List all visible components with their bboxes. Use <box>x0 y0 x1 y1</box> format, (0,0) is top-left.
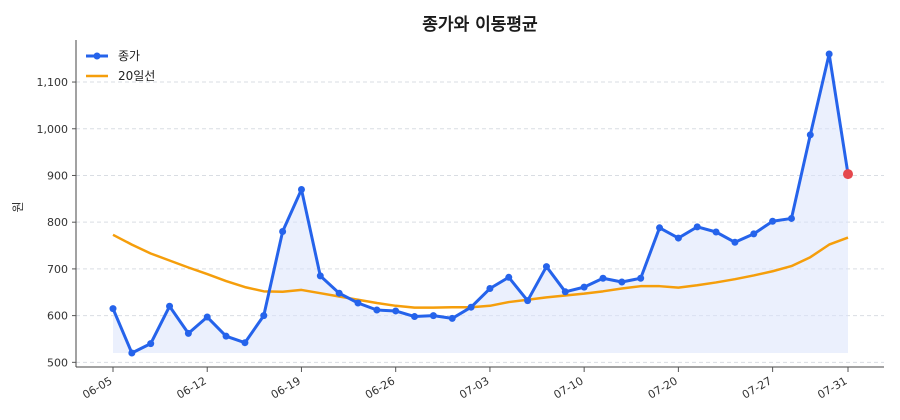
last-close-point <box>843 169 853 180</box>
close-point <box>580 283 588 291</box>
x-tick-label: 06-26 <box>363 374 397 401</box>
close-point <box>147 340 155 348</box>
close-point <box>392 307 400 315</box>
close-point <box>825 50 833 58</box>
close-point <box>712 228 720 236</box>
close-point <box>693 223 701 231</box>
y-tick-label: 700 <box>47 263 68 276</box>
close-point <box>448 314 456 322</box>
y-ticks: 500 600 700 800 900 1,000 1,100 <box>37 76 76 369</box>
legend-close-label: 종가 <box>118 49 140 63</box>
y-tick-label: 500 <box>47 356 68 369</box>
close-point <box>486 285 494 293</box>
x-tick-label: 07-03 <box>457 374 491 401</box>
series-line-ma <box>112 233 849 309</box>
close-point <box>674 234 682 242</box>
close-point <box>429 312 437 320</box>
x-tick-label: 07-27 <box>740 374 774 401</box>
x-tick-label: 07-20 <box>646 374 680 401</box>
close-point <box>542 263 550 271</box>
close-point <box>637 274 645 282</box>
y-tick-label: 900 <box>47 169 68 182</box>
close-point <box>561 288 569 296</box>
close-point <box>316 272 324 280</box>
close-area <box>113 54 848 353</box>
x-ticks: 06-05 06-12 06-19 06-26 07-03 07-10 07-20 07-27… <box>80 367 850 402</box>
close-point <box>241 339 249 347</box>
y-tick-label: 1,100 <box>37 76 69 89</box>
close-point <box>524 297 532 305</box>
x-tick-label: 07-31 <box>815 374 849 401</box>
x-tick-label: 06-19 <box>269 374 303 401</box>
close-point <box>599 274 607 282</box>
legend: 종가 20일선 <box>86 49 155 83</box>
y-axis-label: 원 <box>11 201 25 212</box>
close-point <box>128 349 136 357</box>
close-point <box>731 238 739 246</box>
y-tick-label: 1,000 <box>37 123 69 136</box>
close-point <box>279 228 287 236</box>
close-point <box>806 131 814 139</box>
close-point <box>184 329 192 337</box>
close-point <box>203 313 211 321</box>
close-point <box>618 278 626 286</box>
area-fill <box>113 54 848 353</box>
legend-ma-label: 20일선 <box>118 69 155 83</box>
close-point <box>467 303 475 311</box>
close-point <box>166 302 174 310</box>
series-line-close <box>111 52 850 355</box>
data-points <box>109 50 853 357</box>
close-point <box>787 214 795 222</box>
close-point <box>373 306 381 314</box>
y-tick-label: 600 <box>47 310 68 323</box>
close-point <box>750 230 758 238</box>
axes <box>75 40 884 368</box>
close-point <box>505 273 513 281</box>
close-point <box>354 299 362 307</box>
close-point <box>411 313 419 321</box>
series-lines <box>111 52 850 355</box>
close-point <box>335 289 343 297</box>
close-point <box>656 224 664 232</box>
close-point <box>297 185 305 193</box>
chart-title: 종가와 이동평균 <box>422 15 538 35</box>
x-tick-label: 07-10 <box>551 374 585 401</box>
x-tick-label: 06-05 <box>80 374 114 401</box>
x-tick-label: 06-12 <box>175 374 209 401</box>
close-point <box>769 217 777 225</box>
y-tick-label: 800 <box>47 216 68 229</box>
close-point <box>222 332 230 340</box>
close-point <box>260 312 268 320</box>
close-point <box>109 305 117 313</box>
legend-close-marker <box>93 52 101 60</box>
